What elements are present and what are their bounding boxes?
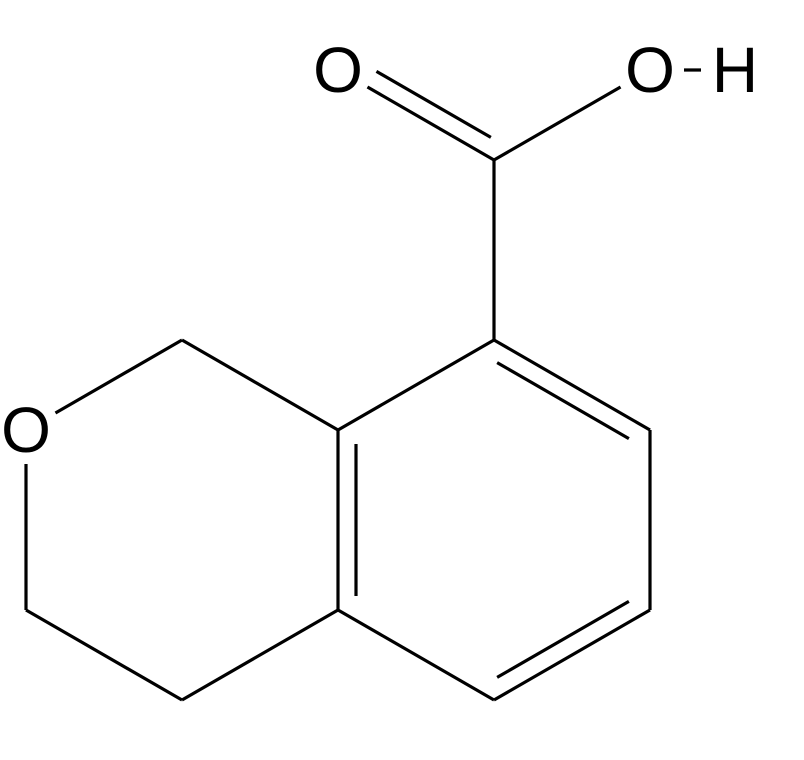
bond-line [494,87,621,160]
bond-line [182,340,338,430]
atom-label-O: O [1,394,51,466]
bond-line [494,610,650,700]
bond-line [497,601,629,677]
atom-label-H: H [712,34,758,106]
bond-line [367,87,494,160]
bond-line [376,71,490,137]
bond-line [26,610,182,700]
molecule-diagram: OOHO [0,0,804,760]
atom-label-O: O [625,34,675,106]
bond-line [55,340,182,413]
bond-line [497,363,629,439]
bond-line [494,340,650,430]
atom-label-O: O [313,34,363,106]
bonds-layer [26,70,701,700]
bond-line [338,340,494,430]
atom-labels-layer: OOHO [1,34,758,466]
bond-line [182,610,338,700]
bond-line [338,610,494,700]
